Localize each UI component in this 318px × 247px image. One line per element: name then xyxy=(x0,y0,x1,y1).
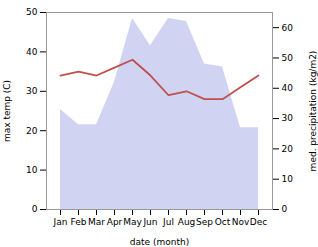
svg-text:Jun: Jun xyxy=(142,217,157,227)
svg-text:20: 20 xyxy=(26,126,38,136)
svg-text:Apr: Apr xyxy=(107,217,123,227)
svg-text:40: 40 xyxy=(282,83,294,93)
svg-text:Sep: Sep xyxy=(196,217,213,227)
svg-text:0: 0 xyxy=(32,204,38,214)
svg-text:med. precipitation (kg/m2): med. precipitation (kg/m2) xyxy=(308,51,318,172)
svg-text:Aug: Aug xyxy=(178,217,196,227)
svg-text:Jul: Jul xyxy=(162,217,174,227)
svg-text:Jan: Jan xyxy=(53,217,68,227)
svg-text:10: 10 xyxy=(282,174,294,184)
svg-text:Dec: Dec xyxy=(250,217,267,227)
svg-text:30: 30 xyxy=(282,113,294,123)
svg-text:Oct: Oct xyxy=(215,217,231,227)
svg-text:50: 50 xyxy=(26,7,38,17)
svg-text:60: 60 xyxy=(282,23,294,33)
svg-text:Nov: Nov xyxy=(232,217,250,227)
svg-text:30: 30 xyxy=(26,86,38,96)
svg-text:May: May xyxy=(123,217,142,227)
svg-text:50: 50 xyxy=(282,53,294,63)
svg-text:20: 20 xyxy=(282,144,294,154)
svg-text:40: 40 xyxy=(26,47,38,57)
svg-text:max temp (C): max temp (C) xyxy=(2,80,12,142)
svg-text:0: 0 xyxy=(282,204,288,214)
svg-text:date (month): date (month) xyxy=(130,237,189,247)
svg-text:Mar: Mar xyxy=(88,217,105,227)
svg-text:10: 10 xyxy=(26,165,38,175)
svg-text:Feb: Feb xyxy=(71,217,87,227)
